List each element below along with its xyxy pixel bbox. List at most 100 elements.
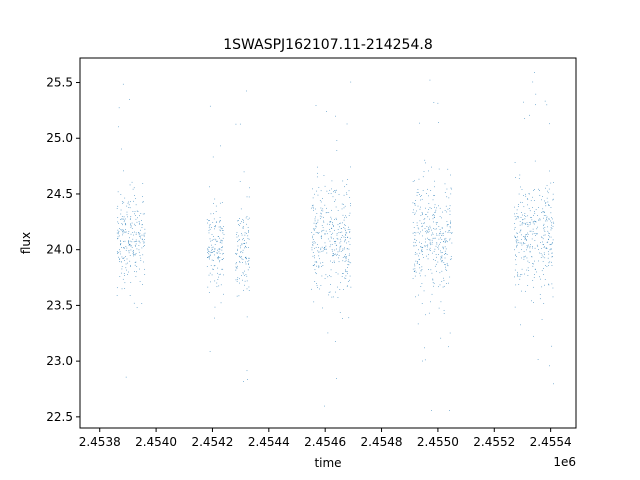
data-point: [516, 209, 518, 211]
data-point: [241, 275, 242, 277]
data-point: [129, 260, 131, 262]
data-point: [417, 231, 419, 233]
data-point: [517, 239, 519, 241]
data-point: [450, 174, 451, 176]
data-point: [213, 202, 214, 204]
data-point: [420, 195, 422, 196]
data-point: [547, 226, 548, 228]
data-point: [523, 242, 524, 243]
data-point: [328, 294, 330, 296]
data-point: [434, 237, 436, 239]
data-point: [245, 256, 247, 258]
data-point: [523, 206, 525, 208]
data-point: [530, 230, 532, 232]
data-point: [247, 235, 249, 237]
data-point: [132, 188, 134, 190]
data-point: [546, 185, 548, 187]
data-point: [125, 245, 127, 247]
data-point: [436, 242, 438, 244]
data-point: [314, 229, 315, 231]
data-point: [246, 258, 247, 260]
data-point: [222, 237, 224, 239]
data-point: [142, 239, 143, 240]
data-point: [516, 232, 518, 234]
data-point: [446, 254, 448, 255]
data-point: [527, 246, 529, 247]
data-point: [542, 256, 544, 258]
data-point: [238, 220, 239, 221]
data-point: [119, 261, 120, 263]
data-point: [520, 230, 521, 232]
y-tick-label: 24.0: [46, 243, 73, 257]
data-point: [345, 269, 346, 271]
data-point: [313, 265, 315, 266]
data-point: [449, 210, 451, 212]
data-point: [314, 269, 316, 271]
data-point: [211, 259, 213, 261]
data-point: [543, 215, 545, 216]
data-point: [213, 213, 214, 215]
data-point: [532, 222, 534, 224]
data-point: [235, 123, 237, 125]
data-point: [329, 246, 331, 248]
data-point: [546, 266, 548, 267]
data-point: [347, 273, 348, 275]
data-point: [448, 282, 449, 284]
data-point: [216, 221, 218, 223]
data-point: [144, 213, 145, 215]
data-point: [541, 286, 543, 288]
data-point: [245, 242, 247, 244]
data-point: [220, 302, 222, 304]
data-point: [323, 220, 324, 222]
data-point: [414, 212, 416, 214]
data-point: [319, 258, 320, 260]
data-point: [134, 264, 136, 266]
data-point: [213, 236, 214, 237]
data-point: [346, 285, 348, 287]
data-point: [443, 280, 445, 281]
data-point: [330, 276, 332, 278]
data-point: [543, 274, 544, 275]
data-point: [432, 199, 434, 201]
data-point: [136, 241, 138, 242]
data-point: [543, 244, 544, 246]
data-point: [521, 290, 522, 292]
data-point: [119, 276, 121, 277]
data-point: [327, 276, 329, 278]
data-point: [425, 214, 426, 215]
data-point: [426, 237, 428, 239]
data-point: [316, 273, 317, 275]
data-point: [425, 162, 426, 164]
data-point: [534, 221, 536, 222]
data-point: [333, 238, 334, 240]
data-point: [449, 232, 451, 233]
data-point: [312, 265, 314, 266]
data-point: [446, 224, 448, 225]
data-point: [521, 244, 523, 246]
data-point: [350, 205, 351, 207]
data-point: [443, 232, 444, 234]
data-point: [335, 253, 336, 255]
data-point: [349, 244, 351, 245]
data-point: [427, 211, 429, 213]
data-point: [209, 238, 211, 240]
data-point: [126, 211, 128, 213]
data-point: [425, 238, 426, 240]
data-point: [440, 242, 441, 244]
data-point: [521, 257, 522, 259]
data-point: [333, 260, 335, 262]
data-point: [331, 218, 332, 220]
data-point: [447, 168, 449, 170]
data-point: [312, 244, 314, 245]
data-point: [548, 232, 549, 234]
data-point: [321, 230, 323, 231]
data-point: [244, 232, 246, 234]
data-point: [531, 219, 533, 221]
data-point: [449, 230, 451, 231]
data-point: [130, 249, 132, 251]
data-point: [321, 266, 322, 267]
x-tick-label: 2.4554: [530, 435, 572, 449]
data-point: [245, 217, 247, 219]
data-point: [236, 268, 238, 270]
data-point: [245, 247, 247, 248]
